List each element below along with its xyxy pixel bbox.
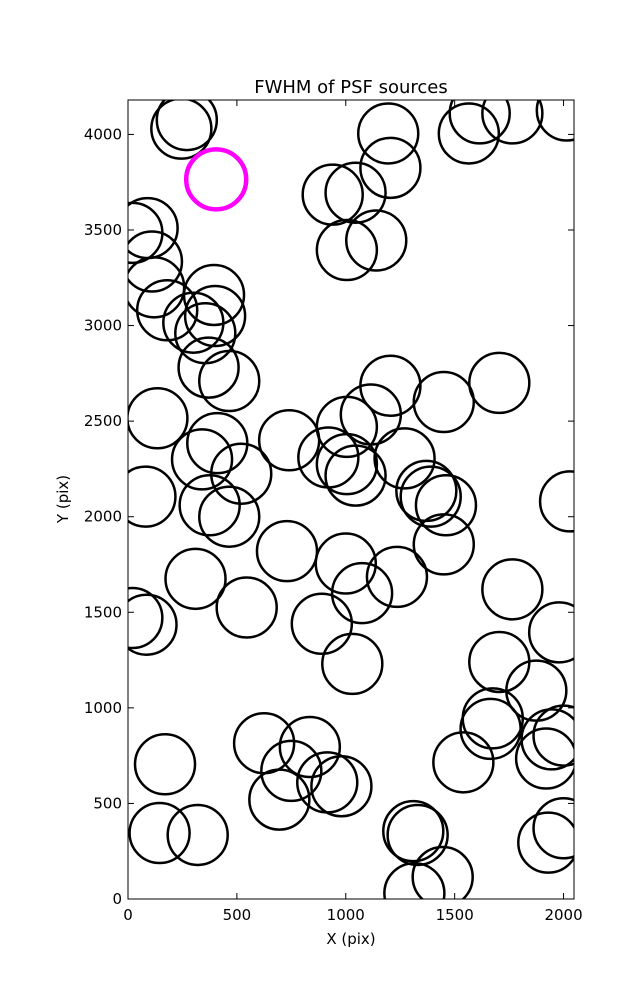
data-point-70 <box>310 754 373 818</box>
y-tick-label-2500: 2500 <box>84 412 122 430</box>
data-point-42 <box>414 473 478 537</box>
data-point-22 <box>198 349 261 413</box>
data-point-52 <box>128 593 178 656</box>
data-point-79 <box>532 797 574 860</box>
data-point-56 <box>527 601 574 664</box>
data-point-25 <box>170 428 234 491</box>
data-point-1 <box>155 100 219 152</box>
data-point-29 <box>198 485 261 548</box>
data-point-41 <box>399 465 462 528</box>
y-tick-label-500: 500 <box>93 794 122 812</box>
data-point-48 <box>365 545 429 609</box>
data-point-16 <box>135 279 199 342</box>
y-tick-label-3500: 3500 <box>84 221 122 239</box>
data-point-11 <box>345 209 408 272</box>
x-tick-label-2000: 2000 <box>544 906 582 924</box>
data-point-21 <box>177 336 240 399</box>
data-point-43 <box>412 513 476 576</box>
data-point-26 <box>209 442 273 505</box>
data-point-0 <box>150 100 213 160</box>
data-point-63 <box>514 727 574 790</box>
y-tick-label-2000: 2000 <box>84 508 122 526</box>
data-point-77 <box>411 845 474 899</box>
data-point-64 <box>432 731 495 794</box>
data-point-3 <box>437 102 501 165</box>
data-point-60 <box>459 697 522 761</box>
data-point-37 <box>412 370 476 434</box>
data-point-10 <box>315 218 379 282</box>
data-point-45 <box>255 519 319 583</box>
y-tick-label-1500: 1500 <box>84 603 122 621</box>
data-point-53 <box>290 592 354 655</box>
data-point-50 <box>215 576 278 639</box>
data-point-18 <box>182 263 246 327</box>
y-tick-label-0: 0 <box>112 890 122 908</box>
y-tick-label-3000: 3000 <box>84 317 122 335</box>
data-point-14 <box>128 230 184 293</box>
data-point-6 <box>535 100 574 142</box>
highlight-point <box>183 147 249 212</box>
data-point-9 <box>359 136 422 200</box>
data-point-54 <box>321 632 384 696</box>
data-point-34 <box>324 444 387 507</box>
data-point-74 <box>382 799 445 863</box>
data-point-5 <box>481 100 544 145</box>
y-axis-label: Y (pix) <box>54 475 72 524</box>
x-tick-label-0: 0 <box>123 906 133 924</box>
x-tick-label-500: 500 <box>223 906 252 924</box>
data-point-55 <box>481 558 544 621</box>
data-point-38 <box>468 351 531 415</box>
data-point-4 <box>448 100 511 145</box>
data-point-68 <box>248 768 311 831</box>
data-point-51 <box>128 586 164 650</box>
data-point-62 <box>532 704 574 767</box>
x-axis-label: X (pix) <box>326 930 375 948</box>
data-point-44 <box>538 470 574 533</box>
data-point-76 <box>383 862 446 899</box>
data-point-73 <box>166 803 229 867</box>
data-point-36 <box>359 354 422 418</box>
data-point-46 <box>314 532 378 595</box>
plot-frame <box>127 99 575 900</box>
data-point-27 <box>128 465 177 528</box>
x-tick-label-1000: 1000 <box>327 906 365 924</box>
data-point-78 <box>517 811 574 874</box>
data-point-75 <box>386 803 449 867</box>
data-point-72 <box>128 801 191 865</box>
data-point-2 <box>356 102 420 165</box>
data-point-71 <box>133 732 197 796</box>
y-tick-label-1000: 1000 <box>84 699 122 717</box>
data-point-23 <box>128 387 189 450</box>
data-point-39 <box>373 427 436 490</box>
data-point-49 <box>164 547 227 611</box>
y-tick-label-4000: 4000 <box>84 125 122 143</box>
chart-title: FWHM of PSF sources <box>254 77 448 98</box>
data-point-28 <box>178 473 241 537</box>
data-point-8 <box>324 161 387 224</box>
data-point-67 <box>260 739 323 803</box>
data-point-19 <box>183 284 247 348</box>
x-tick-label-1500: 1500 <box>436 906 474 924</box>
data-point-66 <box>278 715 342 779</box>
data-point-47 <box>330 561 394 625</box>
